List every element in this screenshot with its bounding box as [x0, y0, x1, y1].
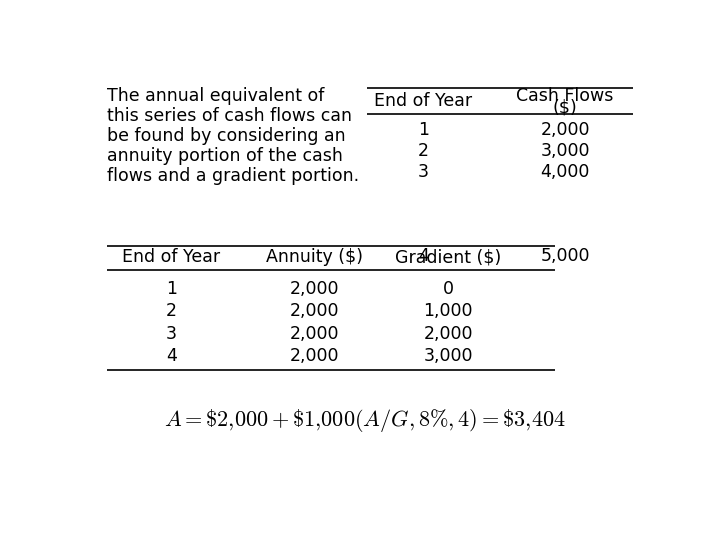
Text: Gradient ($): Gradient ($): [395, 248, 501, 266]
Text: be found by considering an: be found by considering an: [107, 127, 346, 145]
Text: 2,000: 2,000: [540, 122, 590, 139]
Text: ($): ($): [553, 99, 577, 117]
Text: 2,000: 2,000: [290, 347, 340, 365]
Text: 1,000: 1,000: [423, 302, 473, 320]
Text: 2,000: 2,000: [290, 280, 340, 298]
Text: 2: 2: [166, 302, 177, 320]
Text: this series of cash flows can: this series of cash flows can: [107, 106, 352, 125]
Text: 5,000: 5,000: [540, 247, 590, 265]
Text: 2: 2: [418, 142, 428, 160]
Text: annuity portion of the cash: annuity portion of the cash: [107, 147, 343, 165]
Text: Cash Flows: Cash Flows: [516, 86, 613, 105]
Text: End of Year: End of Year: [122, 248, 220, 266]
Text: 4: 4: [418, 247, 428, 265]
Text: The annual equivalent of: The annual equivalent of: [107, 86, 325, 105]
Text: 2,000: 2,000: [290, 302, 340, 320]
Text: Annuity ($): Annuity ($): [266, 248, 364, 266]
Text: 1: 1: [418, 122, 428, 139]
Text: 4: 4: [166, 347, 177, 365]
Text: $A = \$2{,}000 + \$1{,}000(A/G, 8\%, 4) = \$3{,}404$: $A = \$2{,}000 + \$1{,}000(A/G, 8\%, 4) …: [164, 407, 566, 434]
Text: 3: 3: [166, 325, 177, 342]
Text: End of Year: End of Year: [374, 92, 472, 110]
Text: 0: 0: [443, 280, 454, 298]
Text: 3,000: 3,000: [540, 142, 590, 160]
Text: 2,000: 2,000: [423, 325, 473, 342]
Text: 3,000: 3,000: [423, 347, 473, 365]
Text: 3: 3: [418, 163, 428, 181]
Text: 2,000: 2,000: [290, 325, 340, 342]
Text: 4,000: 4,000: [541, 163, 590, 181]
Text: flows and a gradient portion.: flows and a gradient portion.: [107, 167, 359, 185]
Text: 1: 1: [166, 280, 177, 298]
